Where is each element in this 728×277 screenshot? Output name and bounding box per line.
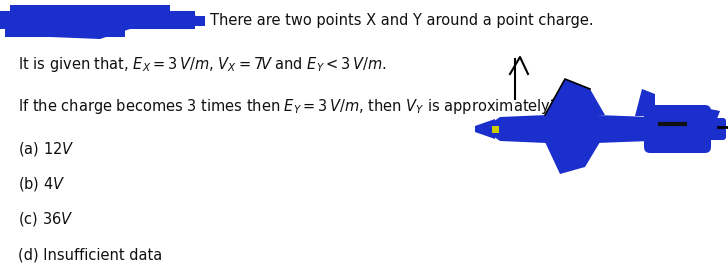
Polygon shape [185, 12, 205, 24]
Text: (d) Insufficient data: (d) Insufficient data [18, 248, 162, 263]
Text: (a) 12$V$: (a) 12$V$ [18, 140, 74, 158]
Polygon shape [490, 114, 675, 144]
FancyBboxPatch shape [644, 105, 711, 153]
Polygon shape [475, 119, 495, 139]
FancyBboxPatch shape [150, 16, 205, 26]
Text: It is given that, $E_X = 3\,V/m$, $V_X = 7V$ and $E_Y < 3\,V/m$.: It is given that, $E_X = 3\,V/m$, $V_X =… [18, 55, 387, 75]
Polygon shape [10, 25, 130, 39]
Polygon shape [690, 107, 720, 124]
FancyBboxPatch shape [5, 25, 125, 37]
Text: There are two points X and Y around a point charge.: There are two points X and Y around a po… [210, 12, 593, 27]
Polygon shape [15, 5, 180, 29]
Text: If the charge becomes 3 times then $E_Y = 3\,V/m$, then $V_Y$ is approximately?: If the charge becomes 3 times then $E_Y … [18, 98, 558, 117]
Text: (b) 4$V$: (b) 4$V$ [18, 175, 66, 193]
Polygon shape [635, 89, 655, 116]
FancyBboxPatch shape [692, 118, 726, 140]
Polygon shape [545, 142, 600, 174]
FancyBboxPatch shape [0, 11, 195, 29]
Polygon shape [545, 79, 605, 115]
FancyBboxPatch shape [492, 126, 499, 133]
FancyBboxPatch shape [10, 5, 170, 19]
Text: (c) 36$V$: (c) 36$V$ [18, 210, 74, 228]
FancyBboxPatch shape [195, 17, 205, 24]
